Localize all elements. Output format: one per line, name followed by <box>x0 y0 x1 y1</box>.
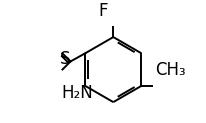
Text: CH₃: CH₃ <box>155 61 186 79</box>
Text: H₂N: H₂N <box>61 84 93 102</box>
Text: F: F <box>98 2 108 20</box>
Text: S: S <box>60 50 70 68</box>
